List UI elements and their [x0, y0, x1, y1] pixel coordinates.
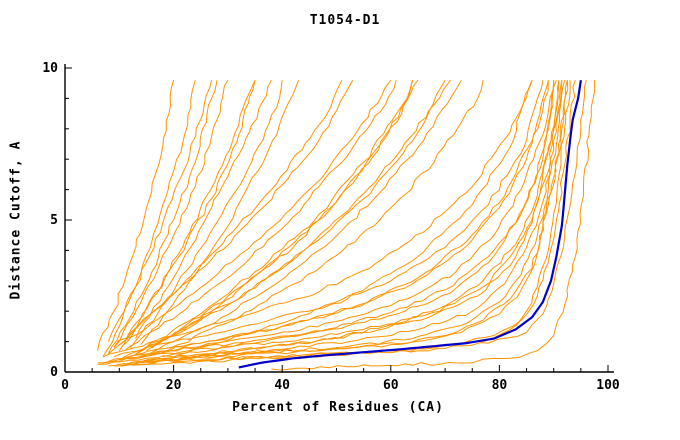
model-curve	[140, 80, 560, 364]
model-curve	[108, 79, 392, 355]
model-curve	[162, 80, 533, 358]
model-curve	[113, 80, 566, 367]
model-curve	[151, 80, 413, 349]
model-curve	[113, 79, 229, 349]
model-curve	[173, 80, 587, 364]
model-curve	[107, 80, 218, 355]
x-tick-label: 80	[492, 378, 508, 393]
model-curve	[118, 80, 256, 351]
x-tick-label: 40	[274, 378, 290, 393]
x-tick-label: 20	[166, 378, 182, 393]
model-curve	[107, 80, 213, 342]
x-tick-label: 100	[596, 378, 620, 393]
model-curve	[157, 80, 484, 355]
model-curve	[124, 80, 563, 365]
model-curve	[140, 80, 299, 345]
model-curve	[124, 79, 256, 345]
model-curve	[102, 80, 560, 364]
x-tick-label: 0	[61, 378, 69, 393]
model-curve	[130, 80, 549, 359]
model-curve	[135, 80, 413, 355]
y-tick-label: 5	[50, 213, 58, 228]
model-curve	[146, 79, 419, 352]
model-curve	[108, 80, 571, 367]
x-axis-label: Percent of Residues (CA)	[232, 400, 444, 415]
model-curve	[108, 80, 555, 362]
y-tick-label: 10	[42, 61, 58, 76]
model-curve	[119, 80, 555, 361]
model-curve	[97, 80, 175, 351]
model-curve	[130, 79, 451, 358]
model-curve	[119, 79, 343, 346]
model-curve	[102, 80, 533, 358]
model-curve	[130, 80, 568, 364]
y-tick-label: 0	[50, 365, 58, 380]
model-curve	[146, 80, 557, 361]
chart-title: T1054-D1	[309, 13, 381, 28]
model-curve	[271, 80, 596, 371]
model-curve	[113, 80, 544, 358]
model-curve	[97, 80, 549, 364]
model-curve	[124, 80, 397, 352]
model-curve	[129, 80, 283, 349]
highlight-curve	[238, 80, 582, 369]
model-curve	[113, 79, 354, 348]
x-tick-label: 60	[383, 378, 399, 393]
model-curve	[135, 79, 272, 339]
model-curve	[140, 79, 462, 358]
